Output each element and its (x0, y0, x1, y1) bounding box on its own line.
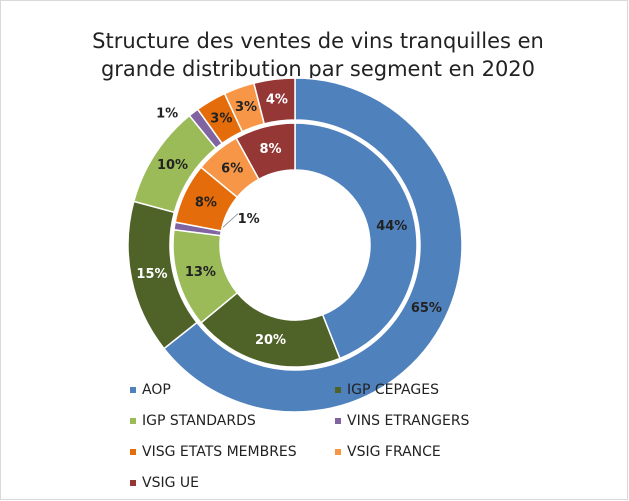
donut-slice (235, 122, 296, 181)
legend-marker (335, 449, 341, 455)
donut-slice (294, 122, 418, 360)
data-label: 3% (210, 111, 232, 126)
data-label: 10% (157, 158, 188, 173)
legend-marker (335, 387, 341, 393)
data-label: 6% (221, 162, 243, 177)
legend-label: VSIG UE (142, 475, 199, 491)
data-label: 20% (255, 333, 286, 348)
legend-marker (130, 387, 136, 393)
data-label: 1% (238, 212, 260, 227)
legend-label: IGP CEPAGES (347, 382, 439, 398)
legend-marker (335, 418, 341, 424)
data-label: 15% (136, 267, 167, 282)
legend-label: VINS ETRANGERS (347, 413, 470, 429)
chart-title: Structure des ventes de vins tranquilles… (92, 29, 544, 53)
data-label: 13% (185, 265, 216, 280)
legend-label: VISG ETATS MEMBRES (142, 444, 297, 460)
donut-slice (252, 77, 296, 125)
data-label: 4% (266, 93, 288, 108)
legend-marker (130, 449, 136, 455)
data-label: 8% (259, 142, 281, 157)
legend-marker (130, 480, 136, 486)
legend-label: AOP (142, 382, 171, 398)
donut-slice (162, 77, 463, 413)
data-label: 65% (411, 301, 442, 316)
chart-title: grande distribution par segment en 2020 (101, 57, 535, 81)
data-label: 3% (235, 100, 257, 115)
data-label: 44% (376, 219, 407, 234)
legend-label: IGP STANDARDS (142, 413, 256, 429)
legend-marker (130, 418, 136, 424)
legend-label: VSIG FRANCE (347, 444, 441, 460)
data-label: 1% (156, 107, 178, 122)
data-label: 8% (195, 196, 217, 211)
